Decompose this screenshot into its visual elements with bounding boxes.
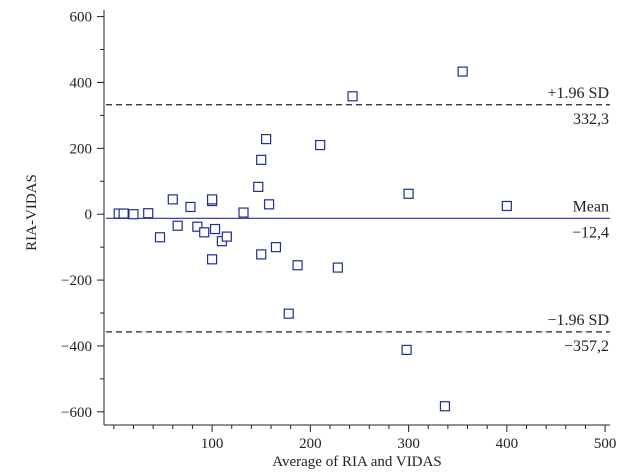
data-point — [253, 181, 264, 192]
data-point — [256, 249, 267, 260]
reference-value-lower: −357,2 — [564, 338, 609, 355]
data-point — [192, 221, 203, 232]
data-point — [199, 227, 210, 238]
data-point — [332, 262, 343, 273]
reference-value-upper: 332,3 — [573, 111, 609, 128]
data-point — [206, 194, 218, 205]
data-point — [154, 232, 166, 243]
data-point — [261, 134, 272, 145]
reference-label-mean: Mean — [573, 198, 609, 215]
data-point — [315, 139, 326, 151]
data-point — [256, 154, 267, 165]
x-tick-label: 200 — [299, 436, 322, 452]
data-point — [501, 200, 512, 212]
data-point — [209, 223, 221, 235]
y-tick-label: 200 — [70, 141, 93, 157]
y-tick-label: 0 — [85, 207, 93, 223]
data-point — [238, 207, 249, 218]
data-point — [292, 260, 303, 271]
data-point — [221, 231, 232, 242]
data-point — [118, 208, 129, 219]
data-point — [270, 242, 282, 253]
reference-value-mean: −12,4 — [572, 224, 609, 241]
reference-label-upper: +1.96 SD — [548, 85, 609, 102]
x-tick-label: 100 — [201, 436, 224, 452]
data-point — [143, 208, 154, 219]
data-point — [403, 188, 414, 199]
data-point — [206, 254, 218, 265]
data-point — [347, 91, 358, 102]
data-point — [172, 220, 183, 231]
data-point — [439, 401, 451, 412]
x-axis-title: Average of RIA and VIDAS — [272, 454, 441, 470]
x-tick-label: 500 — [594, 436, 617, 452]
data-points-layer — [113, 66, 512, 412]
y-tick-label: −200 — [61, 273, 92, 289]
data-point — [128, 209, 139, 220]
y-tick-label: 400 — [70, 75, 93, 91]
data-point — [185, 201, 196, 213]
x-tick-label: 300 — [397, 436, 420, 452]
y-tick-label: −600 — [61, 405, 92, 421]
data-point — [167, 194, 178, 205]
axes-layer — [103, 10, 610, 426]
ticks-layer: −600 −400 −200 0 200 400 600 100 200 300 400 500 — [61, 10, 616, 452]
y-tick-label: −400 — [61, 339, 92, 355]
x-tick-label: 400 — [496, 436, 519, 452]
reference-label-lower: −1.96 SD — [548, 312, 609, 329]
data-point — [283, 308, 294, 319]
y-tick-label: 600 — [70, 10, 93, 26]
reference-lines-layer — [106, 104, 610, 333]
y-axis-title: RIA-VIDAS — [24, 174, 40, 251]
annotation-layer: +1.96 SD 332,3 Mean −12,4 −1.96 SD −357,2 — [548, 85, 609, 355]
data-point — [457, 66, 468, 77]
data-point — [401, 344, 412, 356]
data-point — [263, 199, 275, 210]
